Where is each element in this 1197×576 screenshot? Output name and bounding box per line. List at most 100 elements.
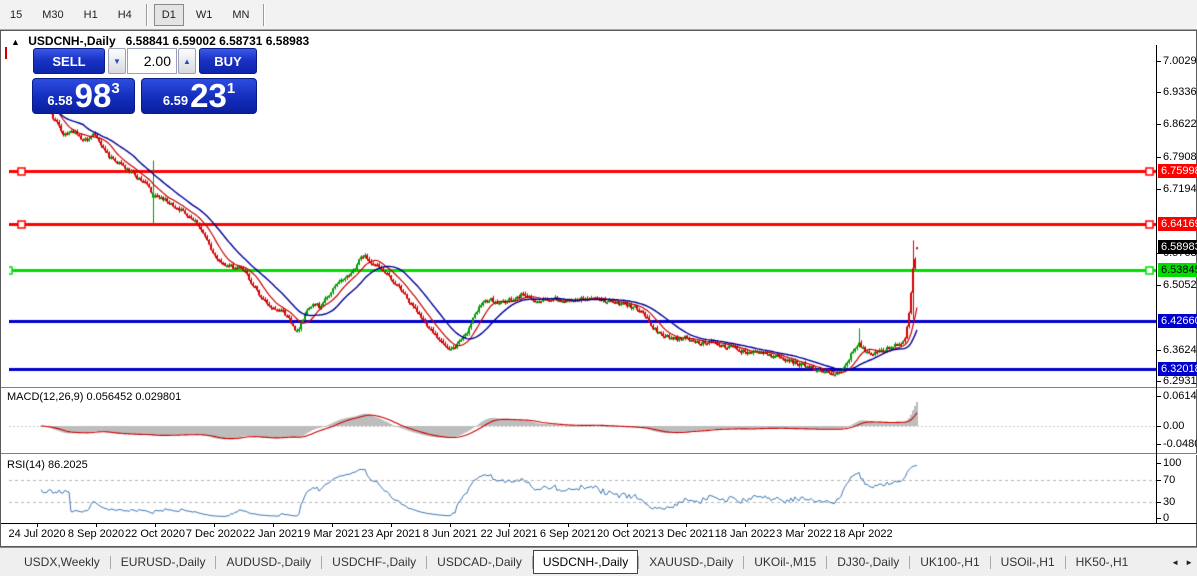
date-axis-label: 18 Jan 2022: [714, 528, 776, 540]
chart-tab-usdchf-daily[interactable]: USDCHF-,Daily: [332, 555, 417, 569]
volume-decrease-button[interactable]: ▼: [108, 48, 126, 74]
tab-separator: [426, 555, 428, 569]
date-axis-label: 22 Jul 2021: [480, 528, 538, 540]
price-level-label: 6.53845: [1158, 263, 1197, 278]
price-tick-mark: [1156, 188, 1161, 190]
volume-increase-button[interactable]: ▲: [178, 48, 196, 74]
date-axis-label: 8 Sep 2020: [67, 528, 125, 540]
price-tick-mark: [1156, 285, 1161, 287]
buy-button[interactable]: BUY: [199, 48, 257, 74]
price-level-label: 6.64169: [1158, 216, 1197, 231]
chart-tab-dj30-daily[interactable]: DJ30-,Daily: [837, 555, 900, 569]
date-tick-mark: [804, 524, 805, 527]
date-tick-mark: [37, 524, 38, 527]
chart-tab-uk100-h1[interactable]: UK100-,H1: [920, 555, 980, 569]
chart-tab-xauusd-daily[interactable]: XAUUSD-,Daily: [649, 555, 734, 569]
price-tick-label: 7.00290: [1163, 55, 1197, 67]
period-button-15[interactable]: 15: [10, 8, 23, 21]
date-axis-label: 6 Sep 2021: [539, 528, 597, 540]
tab-scroll-left-icon[interactable]: ◄: [1171, 557, 1180, 567]
chart-tab-usdcad-daily[interactable]: USDCAD-,Daily: [437, 555, 522, 569]
toolbar-separator: [263, 3, 266, 26]
date-axis-label: 22 Oct 2020: [125, 528, 185, 540]
sell-button[interactable]: SELL: [33, 48, 105, 74]
chart-tab-ukoil-m15[interactable]: UKOil-,M15: [754, 555, 817, 569]
date-axis-label: 23 Apr 2021: [361, 528, 421, 540]
tab-scroll-right-icon[interactable]: ►: [1185, 557, 1193, 567]
tab-separator: [826, 555, 828, 569]
price-tick-label: 6.29310: [1163, 375, 1197, 387]
period-button-M30[interactable]: M30: [42, 8, 64, 21]
panel-separator-rsi[interactable]: [1, 453, 1197, 455]
macd-tick-label: 0.00: [1163, 420, 1185, 432]
buy-price-superscript: 1: [226, 80, 236, 97]
rsi-tick-mark: [1156, 463, 1161, 464]
price-tick-mark: [1156, 381, 1161, 382]
date-axis-label: 3 Mar 2022: [776, 528, 832, 540]
date-tick-mark: [686, 524, 687, 527]
timeframe-toolbar: 15 M30 H1 H4 D1 W1 MN: [0, 0, 1197, 30]
macd-indicator-canvas[interactable]: [9, 389, 1156, 453]
macd-tick-label: 0.061427: [1163, 389, 1197, 402]
price-level-label: 6.32018: [1158, 361, 1197, 376]
chart-tab-usdx-weekly[interactable]: USDX,Weekly: [24, 555, 100, 569]
macd-tick-mark: [1156, 444, 1161, 445]
chart-tab-audusd-daily[interactable]: AUDUSD-,Daily: [226, 555, 312, 569]
tab-separator: [638, 555, 640, 569]
buy-price-big: 23: [190, 77, 227, 114]
price-level-label: 6.42660: [1158, 313, 1197, 328]
price-axis-line: [1156, 45, 1157, 523]
chart-title: ▲ USDCNH-,Daily 6.58841 6.59002 6.58731 …: [11, 34, 309, 48]
buy-price-display[interactable]: 6.59 23 1: [141, 78, 257, 114]
date-tick-mark: [450, 524, 451, 527]
chart-tab-usdcnh-daily[interactable]: USDCNH-,Daily: [532, 550, 639, 574]
collapse-arrow-icon[interactable]: ▲: [11, 37, 20, 47]
rsi-tick-mark: [1156, 501, 1161, 503]
tab-separator: [321, 555, 323, 569]
period-button-D1[interactable]: D1: [153, 3, 184, 26]
date-axis-label: 7 Dec 2020: [185, 528, 243, 540]
tab-separator: [1064, 555, 1066, 569]
price-tick-label: 6.79080: [1163, 150, 1197, 163]
period-button-H4[interactable]: H4: [117, 8, 132, 21]
date-tick-mark: [391, 524, 392, 527]
rsi-tick-mark: [1156, 479, 1161, 481]
rsi-tick-label: 100: [1163, 457, 1182, 469]
left-edge-marker: [5, 47, 7, 59]
sell-price-small: 6.58: [47, 93, 73, 108]
price-level-label: 6.58983: [1158, 240, 1197, 255]
tab-separator: [109, 555, 111, 569]
tab-separator: [215, 555, 217, 569]
toolbar-separator: [145, 3, 148, 26]
sell-price-big: 98: [74, 77, 112, 114]
date-tick-mark: [96, 524, 97, 527]
price-tick-mark: [1156, 349, 1161, 351]
tab-separator: [743, 555, 745, 569]
chart-tab-hk50-h1[interactable]: HK50-,H1: [1075, 555, 1129, 569]
period-button-W1[interactable]: W1: [195, 8, 213, 21]
macd-tick-mark: [1156, 426, 1161, 427]
sell-price-display[interactable]: 6.58 98 3: [32, 78, 135, 114]
rsi-tick-label: 70: [1163, 473, 1176, 486]
period-button-H1[interactable]: H1: [83, 8, 98, 21]
price-tick-label: 6.71940: [1163, 182, 1197, 195]
panel-separator-macd[interactable]: [1, 387, 1197, 389]
chart-ohlc-values: 6.58841 6.59002 6.58731 6.58983: [125, 34, 310, 48]
period-button-MN[interactable]: MN: [232, 8, 250, 21]
date-tick-mark: [745, 524, 746, 527]
chart-tab-eurusd-daily[interactable]: EURUSD-,Daily: [120, 555, 206, 569]
price-tick-mark: [1156, 61, 1161, 62]
rsi-indicator-canvas[interactable]: [9, 457, 1156, 523]
chart-symbol-period: USDCNH-,Daily: [28, 34, 116, 48]
tab-separator: [989, 555, 991, 569]
buy-price-small: 6.59: [162, 93, 189, 108]
volume-input[interactable]: 2.00: [127, 48, 177, 74]
date-axis-label: 20 Oct 2021: [597, 528, 657, 540]
tab-separator: [531, 555, 533, 569]
date-axis-label: 22 Jan 2021: [242, 528, 304, 540]
rsi-tick-label: 30: [1163, 495, 1176, 508]
rsi-tick-mark: [1156, 518, 1161, 519]
sell-price-superscript: 3: [111, 80, 120, 97]
chart-tab-usoil-h1[interactable]: USOil-,H1: [1000, 555, 1055, 569]
